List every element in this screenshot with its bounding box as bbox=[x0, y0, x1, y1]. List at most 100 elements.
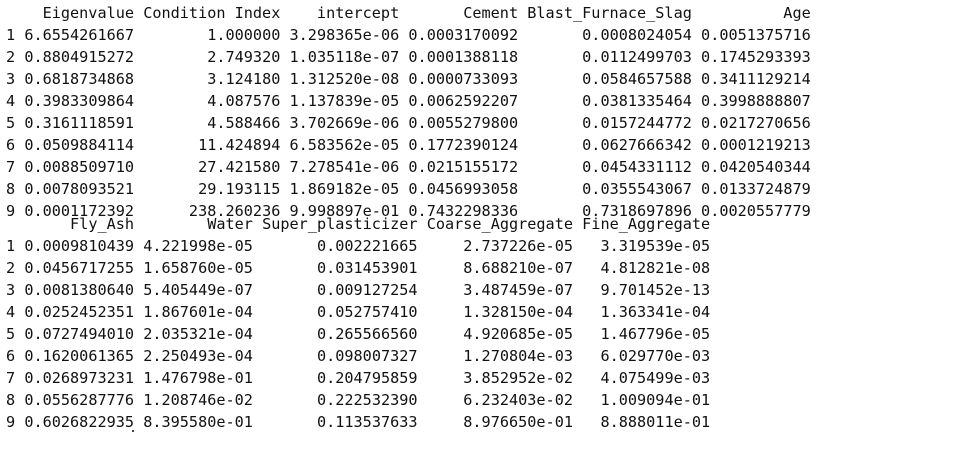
row-index: 6 bbox=[6, 136, 16, 154]
row-index: 5 bbox=[6, 114, 16, 132]
table-cell: 0.113537633 bbox=[316, 413, 418, 431]
table-cell: 0.222532390 bbox=[316, 391, 418, 409]
table-cell: 6.583562e-05 bbox=[289, 136, 400, 154]
table-cell: 2.737226e-05 bbox=[463, 237, 573, 255]
table-cell: 1.328150e-04 bbox=[463, 303, 573, 321]
table-row: 4 0.3983309864 4.087576 1.137839e-05 0.0… bbox=[6, 90, 811, 112]
table-cell: 0.0001219213 bbox=[701, 136, 811, 154]
table-cell: 0.0252452351 bbox=[24, 303, 135, 321]
table-cell: 0.6026822935 bbox=[24, 413, 135, 431]
table-cell: 0.002221665 bbox=[316, 237, 418, 255]
table-cell: 0.052757410 bbox=[316, 303, 418, 321]
table-cell: 1.476798e-01 bbox=[143, 369, 253, 387]
table-row: 2 0.8804915272 2.749320 1.035118e-07 0.0… bbox=[6, 46, 811, 68]
table-cell: 8.976650e-01 bbox=[463, 413, 573, 431]
table-cell: 0.098007327 bbox=[316, 347, 418, 365]
column-header: Blast_Furnace_Slag bbox=[527, 4, 692, 22]
table-cell: 0.6818734868 bbox=[24, 70, 135, 88]
table-cell: 0.031453901 bbox=[316, 259, 418, 277]
table-cell: 0.0009810439 bbox=[24, 237, 135, 255]
table-cell: 6.029770e-03 bbox=[600, 347, 711, 365]
table-cell: 27.421580 bbox=[198, 158, 281, 176]
table-cell: 9.998897e-01 bbox=[289, 202, 400, 220]
table-cell: 0.1772390124 bbox=[408, 136, 519, 154]
table-row: 5 0.0727494010 2.035321e-04 0.265566560 … bbox=[6, 323, 710, 345]
table-cell: 0.3161118591 bbox=[24, 114, 135, 132]
table-cell: 1.658760e-05 bbox=[143, 259, 253, 277]
table-cell: 1.009094e-01 bbox=[600, 391, 711, 409]
table-header-row: Eigenvalue Condition Index intercept Cem… bbox=[6, 2, 811, 24]
column-header: Fine_Aggregate bbox=[582, 215, 711, 233]
table-cell: 0.0556287776 bbox=[24, 391, 135, 409]
table-cell: 0.0112499703 bbox=[582, 48, 692, 66]
table-row: 5 0.3161118591 4.588466 3.702669e-06 0.0… bbox=[6, 112, 811, 134]
table-cell: 0.265566560 bbox=[316, 325, 418, 343]
table-row: 4 0.0252452351 1.867601e-04 0.052757410 … bbox=[6, 301, 710, 323]
table-row: 8 0.0556287776 1.208746e-02 0.222532390 … bbox=[6, 389, 710, 411]
table-cell: 9.701452e-13 bbox=[600, 281, 711, 299]
table-row: 1 0.0009810439 4.221998e-05 0.002221665 … bbox=[6, 235, 710, 257]
table-row: 7 0.0268973231 1.476798e-01 0.204795859 … bbox=[6, 367, 710, 389]
collinearity-table-part-2: Fly_Ash Water Super_plasticizer Coarse_A… bbox=[6, 213, 710, 433]
table-cell: 2.250493e-04 bbox=[143, 347, 253, 365]
table-cell: 2.035321e-04 bbox=[143, 325, 253, 343]
row-index: 9 bbox=[6, 202, 16, 220]
table-cell: 0.8804915272 bbox=[24, 48, 135, 66]
table-cell: 1.208746e-02 bbox=[143, 391, 253, 409]
table-cell: 0.0078093521 bbox=[24, 180, 135, 198]
table-cell: 3.487459e-07 bbox=[463, 281, 573, 299]
table-cell: 238.260236 bbox=[188, 202, 281, 220]
column-header: Cement bbox=[463, 4, 519, 22]
column-header: Water bbox=[207, 215, 253, 233]
table-cell: 4.075499e-03 bbox=[600, 369, 711, 387]
table-cell: 0.0088509710 bbox=[24, 158, 135, 176]
table-cell: 1.467796e-05 bbox=[600, 325, 711, 343]
table-cell: 0.3998888807 bbox=[701, 92, 811, 110]
table-cell: 0.0157244772 bbox=[582, 114, 692, 132]
table-cell: 0.0055279800 bbox=[408, 114, 519, 132]
table-cell: 1.035118e-07 bbox=[289, 48, 400, 66]
table-cell: 4.221998e-05 bbox=[143, 237, 253, 255]
table-cell: 7.278541e-06 bbox=[289, 158, 400, 176]
table-row: 3 0.6818734868 3.124180 1.312520e-08 0.0… bbox=[6, 68, 811, 90]
row-index: 4 bbox=[6, 92, 16, 110]
row-index: 6 bbox=[6, 347, 16, 365]
table-cell: 0.0001172392 bbox=[24, 202, 135, 220]
table-cell: 0.204795859 bbox=[316, 369, 418, 387]
column-header: Super_plasticizer bbox=[262, 215, 418, 233]
table-cell: 0.0133724879 bbox=[701, 180, 811, 198]
column-header: Coarse_Aggregate bbox=[426, 215, 573, 233]
row-index: 1 bbox=[6, 26, 16, 44]
table-cell: 1.312520e-08 bbox=[289, 70, 400, 88]
table-row: 7 0.0088509710 27.421580 7.278541e-06 0.… bbox=[6, 156, 811, 178]
table-cell: 2.749320 bbox=[207, 48, 281, 66]
table-row: 8 0.0078093521 29.193115 1.869182e-05 0.… bbox=[6, 178, 811, 200]
console-cursor bbox=[132, 430, 134, 432]
row-index: 7 bbox=[6, 158, 16, 176]
table-cell: 0.0456993058 bbox=[408, 180, 519, 198]
table-cell: 0.0509884114 bbox=[24, 136, 135, 154]
table-cell: 0.7318697896 bbox=[582, 202, 692, 220]
table-cell: 0.7432298336 bbox=[408, 202, 519, 220]
table-row: 2 0.0456717255 1.658760e-05 0.031453901 … bbox=[6, 257, 710, 279]
table-cell: 4.588466 bbox=[207, 114, 281, 132]
table-cell: 0.0001388118 bbox=[408, 48, 519, 66]
table-cell: 0.0215155172 bbox=[408, 158, 519, 176]
table-row: 3 0.0081380640 5.405449e-07 0.009127254 … bbox=[6, 279, 710, 301]
table-cell: 0.1620061365 bbox=[24, 347, 135, 365]
table-cell: 0.0456717255 bbox=[24, 259, 135, 277]
column-header: Condition Index bbox=[143, 4, 281, 22]
table-cell: 1.000000 bbox=[207, 26, 281, 44]
table-cell: 8.688210e-07 bbox=[463, 259, 573, 277]
table-cell: 0.0051375716 bbox=[701, 26, 811, 44]
table-row: 6 0.0509884114 11.424894 6.583562e-05 0.… bbox=[6, 134, 811, 156]
table-cell: 6.232403e-02 bbox=[463, 391, 573, 409]
table-cell: 1.270804e-03 bbox=[463, 347, 573, 365]
table-row: 1 6.6554261667 1.000000 3.298365e-06 0.0… bbox=[6, 24, 811, 46]
table-cell: 0.0268973231 bbox=[24, 369, 135, 387]
table-cell: 0.0003170092 bbox=[408, 26, 519, 44]
table-cell: 1.363341e-04 bbox=[600, 303, 711, 321]
table-cell: 4.920685e-05 bbox=[463, 325, 573, 343]
table-row: 9 0.6026822935 8.395580e-01 0.113537633 … bbox=[6, 411, 710, 433]
